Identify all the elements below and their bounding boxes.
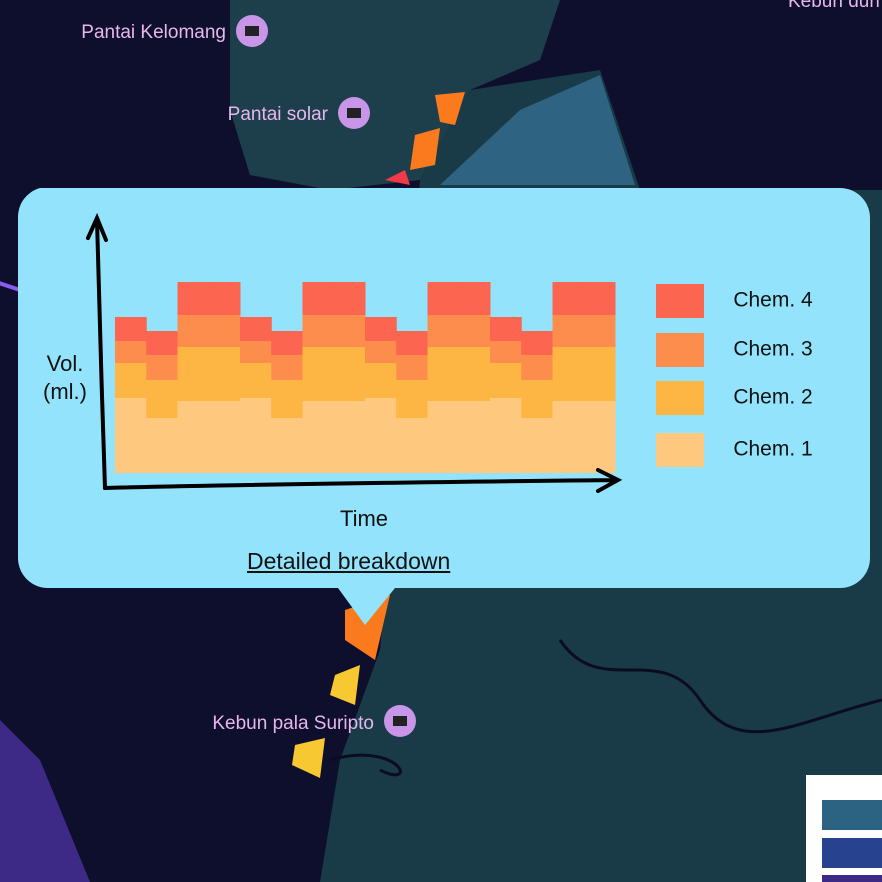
legend-label: Chem. 3	[733, 338, 812, 361]
bar-segment	[396, 331, 428, 355]
x-axis	[103, 468, 623, 493]
bar-segment	[333, 347, 366, 401]
bar-segment	[271, 355, 303, 380]
bar-segment	[365, 341, 397, 363]
bar-segment	[396, 418, 428, 473]
region	[0, 720, 90, 882]
hazard-zone	[410, 92, 465, 170]
bar-segment	[208, 347, 241, 401]
bar-segment	[115, 398, 147, 473]
bar-segment	[240, 341, 272, 363]
bar-segment	[177, 315, 210, 347]
bar-segment	[396, 355, 428, 380]
legend-label: Chem. 1	[733, 438, 812, 461]
y-axis-label: Vol. (ml.)	[43, 351, 87, 404]
poi-marker[interactable]	[384, 705, 416, 737]
bar-segment	[583, 401, 616, 473]
place-label: Pantai Kelomang	[81, 22, 226, 43]
bar-segment	[146, 331, 178, 355]
bar-segment	[271, 380, 303, 418]
bar-segment	[208, 282, 241, 315]
bar-segment	[302, 401, 335, 473]
x-axis-label: Time	[340, 506, 388, 531]
details-link[interactable]: Detailed breakdown	[247, 548, 451, 574]
legend-swatch	[656, 333, 704, 367]
legend-label: Chem. 2	[733, 386, 812, 409]
land	[230, 0, 560, 190]
bar-segment	[521, 418, 553, 473]
place-label: Kebun duri	[788, 0, 880, 12]
bar-segment	[302, 347, 335, 401]
bar-segment	[458, 401, 491, 473]
bar-segment	[271, 418, 303, 473]
bar-segment	[521, 331, 553, 355]
bar-segment	[552, 347, 585, 401]
bar-segment	[552, 401, 585, 473]
bar-segment	[177, 347, 210, 401]
bar-segment	[208, 315, 241, 347]
bar-segment	[365, 398, 397, 473]
bar-segment	[552, 282, 585, 315]
bar-segment	[333, 315, 366, 347]
route	[0, 281, 21, 292]
bar-segment	[333, 282, 366, 315]
bar-segment	[427, 282, 460, 315]
hazard-zone	[292, 665, 360, 778]
legend-swatch	[656, 433, 704, 467]
bar-segment	[521, 380, 553, 418]
bar-segment	[583, 315, 616, 347]
bar-segment	[146, 355, 178, 380]
poi-marker[interactable]	[338, 97, 370, 129]
bar-segment	[490, 341, 522, 363]
bar-segment	[333, 401, 366, 473]
bar-segment	[427, 347, 460, 401]
bar-segment	[177, 282, 210, 315]
river	[329, 639, 882, 777]
bar-segment	[365, 363, 397, 398]
bar-segment	[552, 315, 585, 347]
bar-segment	[396, 380, 428, 418]
bar-segment	[521, 355, 553, 380]
bar-segment	[240, 398, 272, 473]
bar-segment	[302, 315, 335, 347]
hazard-zone	[385, 170, 410, 185]
bar-segment	[271, 331, 303, 355]
bar-segment	[146, 418, 178, 473]
bar-segment	[490, 317, 522, 341]
bar-segment	[490, 363, 522, 398]
bar-segment	[583, 347, 616, 401]
legend-label: Chem. 4	[733, 289, 813, 312]
bar-segment	[583, 282, 616, 315]
y-axis	[86, 212, 108, 490]
bar-segment	[458, 315, 491, 347]
bar-segment	[458, 282, 491, 315]
bar-segment	[427, 315, 460, 347]
bar-segment	[146, 380, 178, 418]
place-label: Pantai solar	[228, 104, 329, 125]
water-body	[440, 75, 635, 185]
bar-segment	[365, 317, 397, 341]
legend-swatch	[656, 284, 704, 318]
bar-segment	[208, 401, 241, 473]
bar-segment	[490, 398, 522, 473]
bar-segment	[240, 317, 272, 341]
map-legend	[806, 775, 882, 882]
poi-marker[interactable]	[236, 15, 268, 47]
bar-segment	[302, 282, 335, 315]
bar-segment	[177, 401, 210, 473]
bar-segment	[115, 341, 147, 363]
bar-segment	[240, 363, 272, 398]
legend-swatch	[656, 381, 704, 415]
bar-segment	[458, 347, 491, 401]
bar-segment	[427, 401, 460, 473]
place-label: Kebun pala Suripto	[212, 713, 374, 734]
bar-segment	[115, 317, 147, 341]
bar-segment	[115, 363, 147, 398]
